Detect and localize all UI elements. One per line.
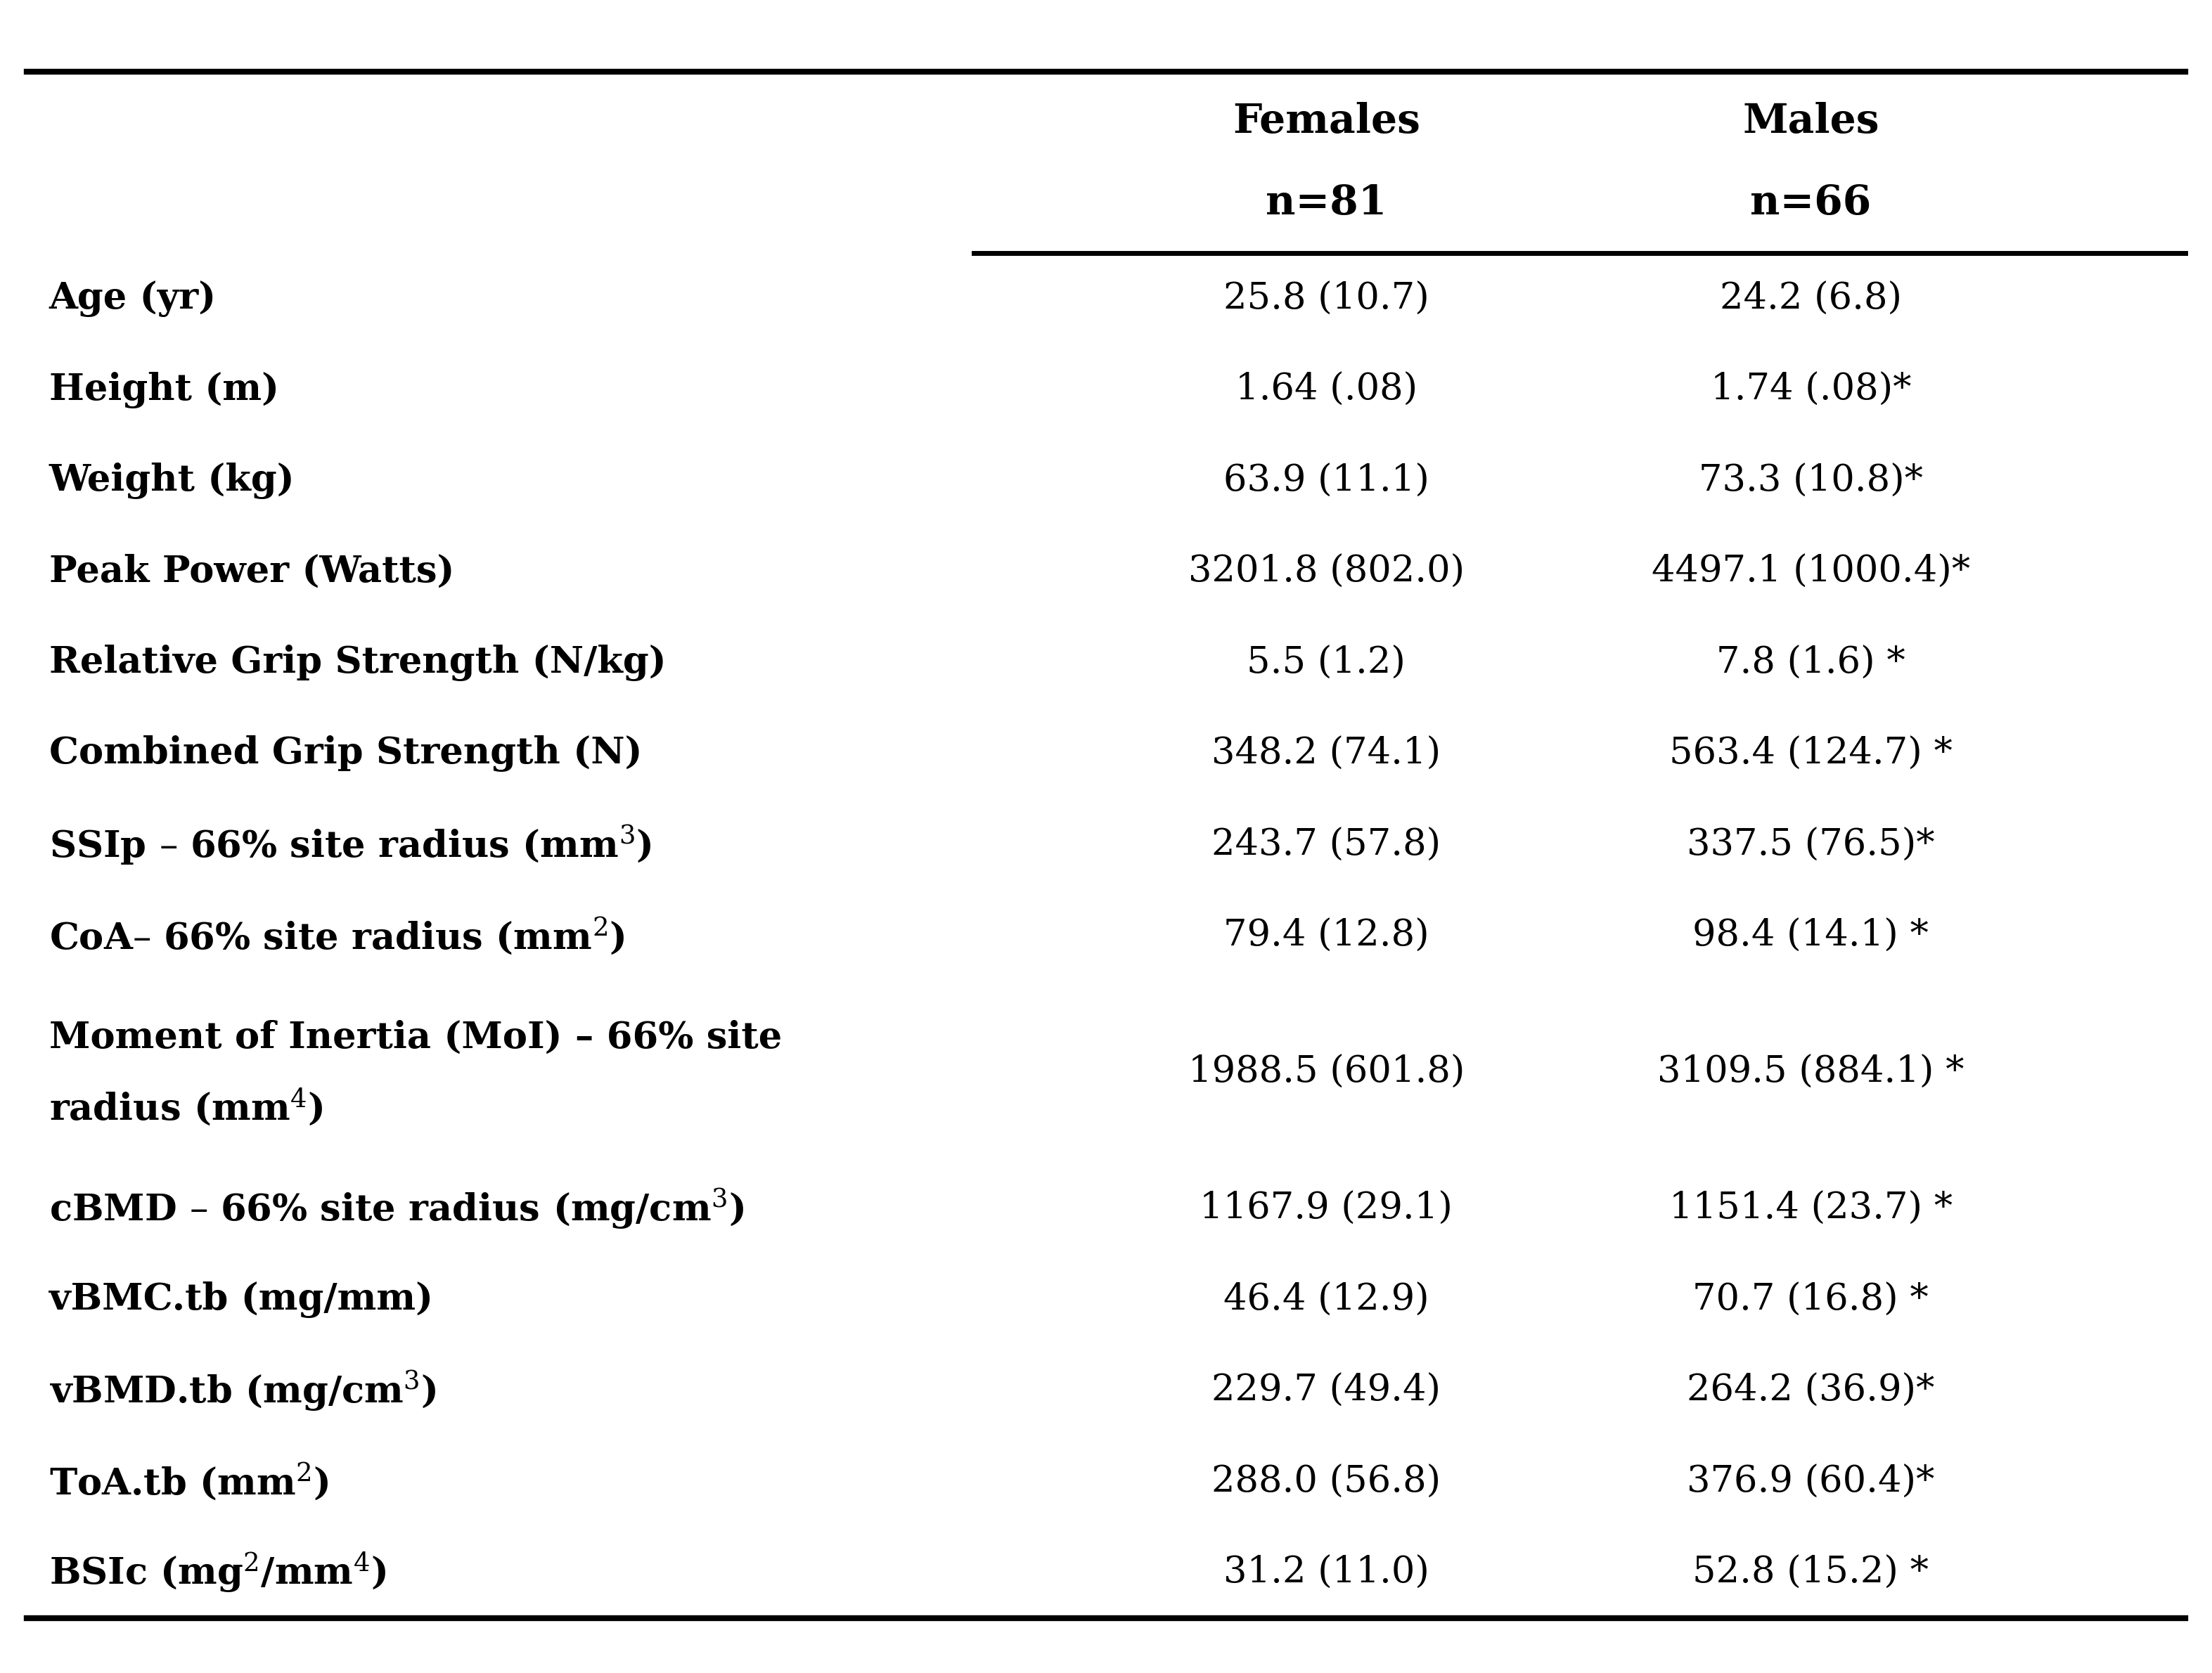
Text: 288.0 (56.8): 288.0 (56.8): [1212, 1464, 1440, 1499]
Text: Age (yr): Age (yr): [49, 281, 217, 318]
Text: SSIp – 66% site radius (mm$^{3}$): SSIp – 66% site radius (mm$^{3}$): [49, 823, 650, 867]
Text: BSIc (mg$^{2}$/mm$^{4}$): BSIc (mg$^{2}$/mm$^{4}$): [49, 1551, 385, 1594]
Text: ToA.tb (mm$^{2}$): ToA.tb (mm$^{2}$): [49, 1462, 327, 1502]
Text: 1151.4 (23.7) *: 1151.4 (23.7) *: [1670, 1191, 1953, 1226]
Text: n=81: n=81: [1265, 184, 1387, 223]
Text: 264.2 (36.9)*: 264.2 (36.9)*: [1688, 1374, 1936, 1409]
Text: 376.9 (60.4)*: 376.9 (60.4)*: [1688, 1464, 1936, 1499]
Text: 7.8 (1.6) *: 7.8 (1.6) *: [1717, 644, 1905, 681]
Text: 229.7 (49.4): 229.7 (49.4): [1212, 1374, 1440, 1409]
Text: 348.2 (74.1): 348.2 (74.1): [1212, 736, 1440, 771]
Text: 24.2 (6.8): 24.2 (6.8): [1719, 281, 1902, 316]
Text: Moment of Inertia (MoI) – 66% site: Moment of Inertia (MoI) – 66% site: [49, 1021, 781, 1056]
Text: n=66: n=66: [1750, 184, 1871, 223]
Text: 3201.8 (802.0): 3201.8 (802.0): [1188, 554, 1464, 591]
Text: 3109.5 (884.1) *: 3109.5 (884.1) *: [1657, 1054, 1964, 1091]
Text: Combined Grip Strength (N): Combined Grip Strength (N): [49, 736, 641, 773]
Text: 1167.9 (29.1): 1167.9 (29.1): [1199, 1191, 1453, 1226]
Text: 1988.5 (601.8): 1988.5 (601.8): [1188, 1054, 1464, 1091]
Text: 5.5 (1.2): 5.5 (1.2): [1248, 644, 1405, 681]
Text: 25.8 (10.7): 25.8 (10.7): [1223, 281, 1429, 316]
Text: CoA– 66% site radius (mm$^{2}$): CoA– 66% site radius (mm$^{2}$): [49, 915, 624, 957]
Text: Females: Females: [1232, 102, 1420, 141]
Text: cBMD – 66% site radius (mg/cm$^{3}$): cBMD – 66% site radius (mg/cm$^{3}$): [49, 1186, 743, 1231]
Text: 4497.1 (1000.4)*: 4497.1 (1000.4)*: [1652, 554, 1971, 591]
Text: 70.7 (16.8) *: 70.7 (16.8) *: [1692, 1282, 1929, 1318]
Text: Weight (kg): Weight (kg): [49, 462, 294, 499]
Text: 98.4 (14.1) *: 98.4 (14.1) *: [1692, 918, 1929, 954]
Text: 63.9 (11.1): 63.9 (11.1): [1223, 463, 1429, 499]
Text: Relative Grip Strength (N/kg): Relative Grip Strength (N/kg): [49, 644, 666, 681]
Text: Males: Males: [1743, 102, 1878, 141]
Text: vBMC.tb (mg/mm): vBMC.tb (mg/mm): [49, 1282, 434, 1318]
Text: 52.8 (15.2) *: 52.8 (15.2) *: [1692, 1554, 1929, 1591]
Text: 337.5 (76.5)*: 337.5 (76.5)*: [1688, 826, 1936, 863]
Text: radius (mm$^{4}$): radius (mm$^{4}$): [49, 1086, 323, 1128]
Text: 79.4 (12.8): 79.4 (12.8): [1223, 918, 1429, 954]
Text: 243.7 (57.8): 243.7 (57.8): [1212, 826, 1440, 863]
Text: Peak Power (Watts): Peak Power (Watts): [49, 554, 453, 591]
Text: 46.4 (12.9): 46.4 (12.9): [1223, 1282, 1429, 1318]
Text: 31.2 (11.0): 31.2 (11.0): [1223, 1554, 1429, 1591]
Text: 1.64 (.08): 1.64 (.08): [1234, 371, 1418, 408]
Text: Height (m): Height (m): [49, 371, 279, 408]
Text: vBMD.tb (mg/cm$^{3}$): vBMD.tb (mg/cm$^{3}$): [49, 1369, 436, 1412]
Text: 563.4 (124.7) *: 563.4 (124.7) *: [1670, 736, 1953, 771]
Text: 1.74 (.08)*: 1.74 (.08)*: [1710, 371, 1911, 408]
Text: 73.3 (10.8)*: 73.3 (10.8)*: [1699, 463, 1922, 499]
